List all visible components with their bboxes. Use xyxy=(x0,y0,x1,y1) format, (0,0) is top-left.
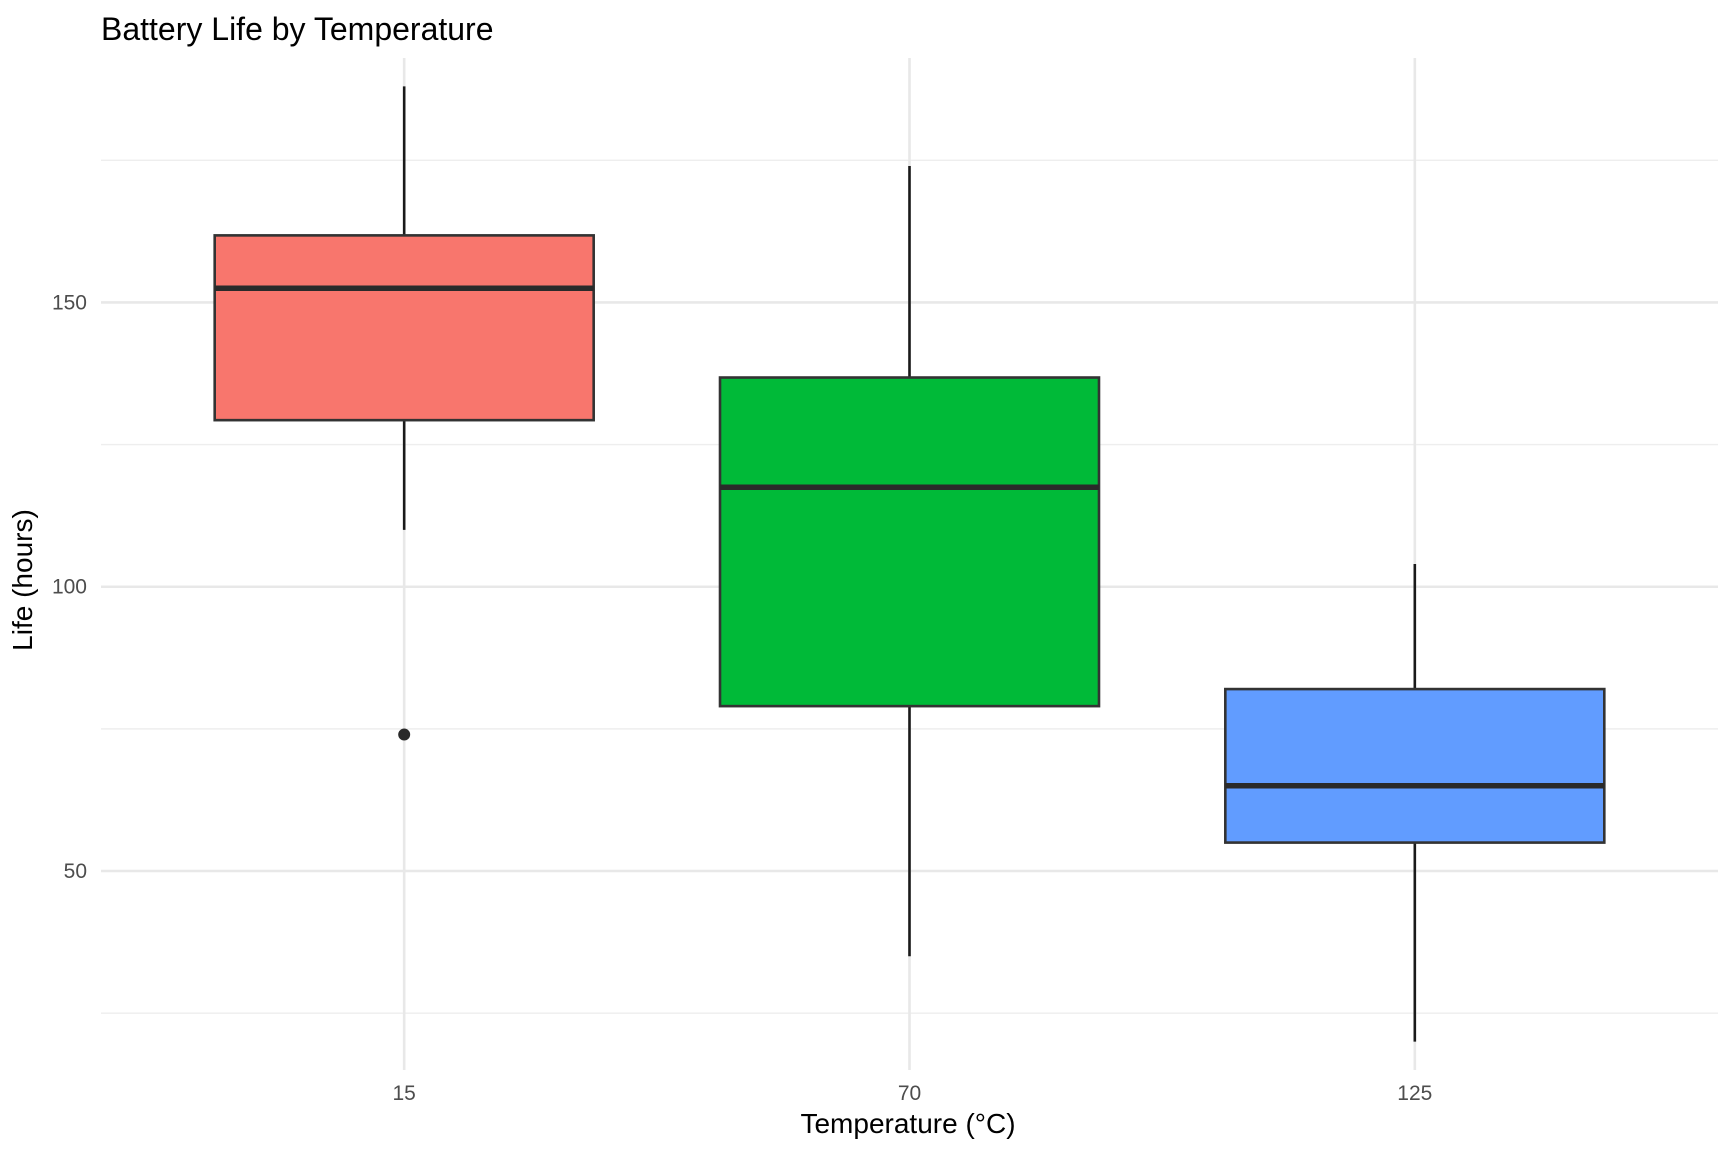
y-tick-label: 100 xyxy=(52,576,87,599)
box-iqr xyxy=(718,376,1101,708)
boxes xyxy=(213,86,1606,1042)
box-125 xyxy=(1224,564,1606,1042)
x-axis-title: Temperature (°C) xyxy=(800,1108,1015,1139)
x-tick-label: 15 xyxy=(393,1082,416,1105)
y-tick-label: 150 xyxy=(52,291,87,314)
y-tick-label: 50 xyxy=(64,860,87,883)
y-axis-ticks: 50 100 150 xyxy=(52,291,87,883)
y-axis-title: Life (hours) xyxy=(7,509,38,651)
x-tick-label: 70 xyxy=(898,1082,921,1105)
x-axis-ticks: 15 70 125 xyxy=(393,1082,1433,1105)
box-15 xyxy=(213,86,595,741)
outlier-point xyxy=(398,728,411,741)
x-tick-label: 125 xyxy=(1397,1082,1432,1105)
box-iqr xyxy=(213,234,595,422)
box-iqr xyxy=(1224,687,1606,844)
box-70 xyxy=(718,166,1101,957)
chart-title: Battery Life by Temperature xyxy=(101,11,494,47)
